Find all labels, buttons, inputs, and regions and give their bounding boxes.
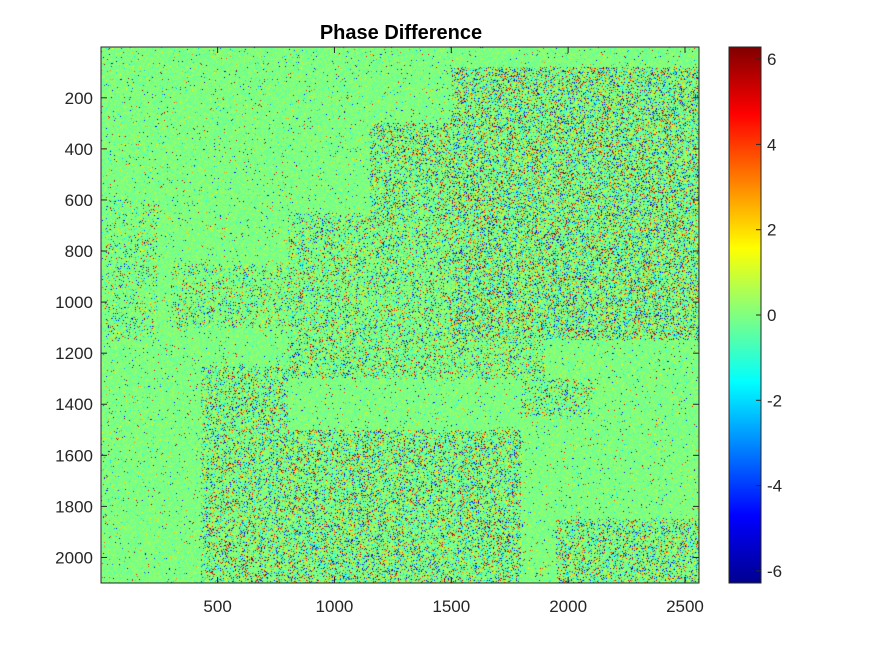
y-tick-label: 600 xyxy=(65,191,93,210)
colorbar-tick-label: -4 xyxy=(767,477,782,496)
plot-area xyxy=(100,46,700,584)
y-tick-label: 2000 xyxy=(55,548,93,567)
colorbar-gradient xyxy=(729,47,761,583)
x-tick-label: 500 xyxy=(203,597,231,616)
chart-title: Phase Difference xyxy=(320,22,482,44)
y-tick-label: 1800 xyxy=(55,497,93,516)
y-tick-label: 1200 xyxy=(55,344,93,363)
phase-heatmap xyxy=(101,47,699,583)
y-tick-label: 400 xyxy=(65,140,93,159)
y-axis: 200 400 600 800 1000 1200 1400 1600 1800 2000 xyxy=(55,89,699,567)
colorbar-tick-label: 6 xyxy=(767,50,776,69)
x-tick-label: 2500 xyxy=(666,597,704,616)
y-tick-label: 1400 xyxy=(55,395,93,414)
colorbar-tick-label: 2 xyxy=(767,221,776,240)
colorbar-ticks: -6 -4 -2 0 2 4 6 xyxy=(756,50,782,581)
colorbar-tick-label: 0 xyxy=(767,306,776,325)
y-tick-label: 1600 xyxy=(55,446,93,465)
x-tick-label: 1000 xyxy=(316,597,354,616)
x-tick-label: 2000 xyxy=(549,597,587,616)
colorbar: -6 -4 -2 0 2 4 6 xyxy=(728,46,782,584)
colorbar-tick-label: 4 xyxy=(767,135,776,154)
y-tick-label: 800 xyxy=(65,242,93,261)
y-tick-label: 200 xyxy=(65,89,93,108)
plot-frame xyxy=(100,46,700,584)
y-tick-label: 1000 xyxy=(55,293,93,312)
x-tick-label: 1500 xyxy=(432,597,470,616)
x-axis: 500 1000 1500 2000 2500 xyxy=(203,47,704,616)
colorbar-tick-label: -6 xyxy=(767,562,782,581)
colorbar-tick-label: -2 xyxy=(767,391,782,410)
